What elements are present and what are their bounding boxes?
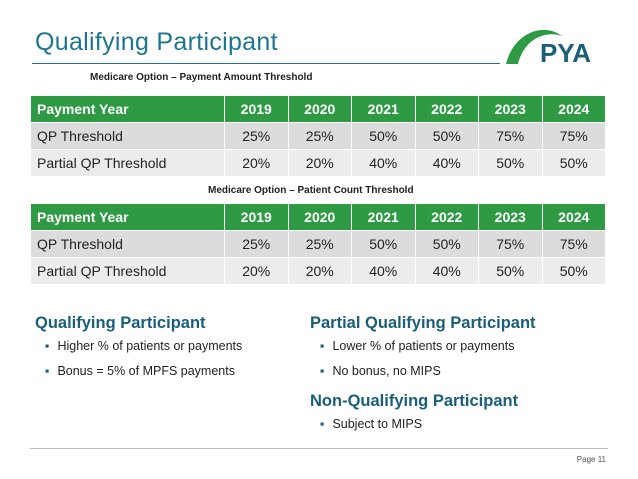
- table-cell: QP Threshold: [30, 230, 225, 258]
- table-cell: 20%: [287, 257, 352, 285]
- logo: PYA: [506, 29, 591, 68]
- page-number: Page 11: [576, 455, 606, 464]
- table-cell: 75%: [478, 122, 543, 150]
- header-cell: 2020: [287, 203, 352, 231]
- section-heading: Qualifying Participant: [35, 314, 206, 332]
- header-cell: 2022: [414, 203, 479, 231]
- table-cell: 50%: [478, 257, 543, 285]
- bullet: Bonus = 5% of MPFS payments: [45, 364, 242, 380]
- table-row: Partial QP Threshold 20% 20% 40% 40% 50% 50%: [30, 257, 606, 285]
- section: Non-Qualifying Participant Subject to MIP…: [310, 392, 518, 442]
- header-cell: 2020: [287, 95, 352, 123]
- table-cell: Partial QP Threshold: [30, 149, 225, 177]
- header-cell: 2024: [541, 95, 606, 123]
- header-cell: 2021: [351, 95, 416, 123]
- table-cell: 50%: [541, 257, 606, 285]
- bullet: Subject to MIPS: [320, 417, 518, 433]
- table-row: Partial QP Threshold 20% 20% 40% 40% 50% 50%: [30, 149, 606, 177]
- table-cell: 50%: [541, 149, 606, 177]
- bullet: Higher % of patients or payments: [45, 339, 242, 355]
- header-cell: Payment Year: [30, 203, 225, 231]
- table-cell: 40%: [414, 149, 479, 177]
- table-cell: 50%: [414, 122, 479, 150]
- section: Qualifying Participant Higher % of patien…: [35, 314, 242, 389]
- header-row: Payment Year 2019 2020 2021 2022 2023 2024: [30, 203, 606, 231]
- table-cell: 75%: [541, 230, 606, 258]
- header-cell: 2023: [478, 95, 543, 123]
- title-rule: [32, 63, 500, 64]
- table-row: QP Threshold 25% 25% 50% 50% 75% 75%: [30, 122, 606, 150]
- bullet: Lower % of patients or payments: [320, 339, 536, 355]
- slide-title: Qualifying Participant: [35, 28, 278, 56]
- data-table: Payment Year 2019 2020 2021 2022 2023 2024 QP T…: [30, 95, 606, 177]
- table-cell: 50%: [351, 122, 416, 150]
- table-cell: 20%: [224, 257, 289, 285]
- logo-text: PYA: [540, 38, 591, 68]
- header-cell: 2023: [478, 203, 543, 231]
- table-caption: Medicare Option – Patient Count Threshol…: [208, 185, 414, 196]
- header-cell: 2022: [414, 95, 479, 123]
- table-cell: 50%: [351, 230, 416, 258]
- table-cell: 20%: [224, 149, 289, 177]
- table-cell: 20%: [287, 149, 352, 177]
- logo-swoosh: [506, 29, 562, 64]
- table-row: QP Threshold 25% 25% 50% 50% 75% 75%: [30, 230, 606, 258]
- table-cell: 40%: [414, 257, 479, 285]
- header-cell: 2019: [224, 95, 289, 123]
- bullet: No bonus, no MIPS: [320, 364, 536, 380]
- table-cell: 40%: [351, 149, 416, 177]
- table-cell: 75%: [478, 230, 543, 258]
- table-cell: 50%: [478, 149, 543, 177]
- header-cell: 2021: [351, 203, 416, 231]
- header-cell: Payment Year: [30, 95, 225, 123]
- header-row: Payment Year 2019 2020 2021 2022 2023 2024: [30, 95, 606, 123]
- section-heading: Non-Qualifying Participant: [310, 392, 519, 410]
- table-cell: 25%: [287, 230, 352, 258]
- table-cell: 75%: [541, 122, 606, 150]
- table-cell: 25%: [287, 122, 352, 150]
- table-cell: 25%: [224, 230, 289, 258]
- section: Partial Qualifying Participant Lower % of…: [310, 314, 536, 389]
- table-cell: 50%: [414, 230, 479, 258]
- table-cell: 40%: [351, 257, 416, 285]
- table-caption: Medicare Option – Payment Amount Thresho…: [90, 72, 313, 83]
- header-cell: 2019: [224, 203, 289, 231]
- table-cell: 25%: [224, 122, 289, 150]
- footer-rule: [30, 448, 608, 449]
- table-cell: Partial QP Threshold: [30, 257, 225, 285]
- header-cell: 2024: [541, 203, 606, 231]
- data-table: Payment Year 2019 2020 2021 2022 2023 2024 QP T…: [30, 203, 606, 285]
- table-cell: QP Threshold: [30, 122, 225, 150]
- section-heading: Partial Qualifying Participant: [310, 314, 536, 332]
